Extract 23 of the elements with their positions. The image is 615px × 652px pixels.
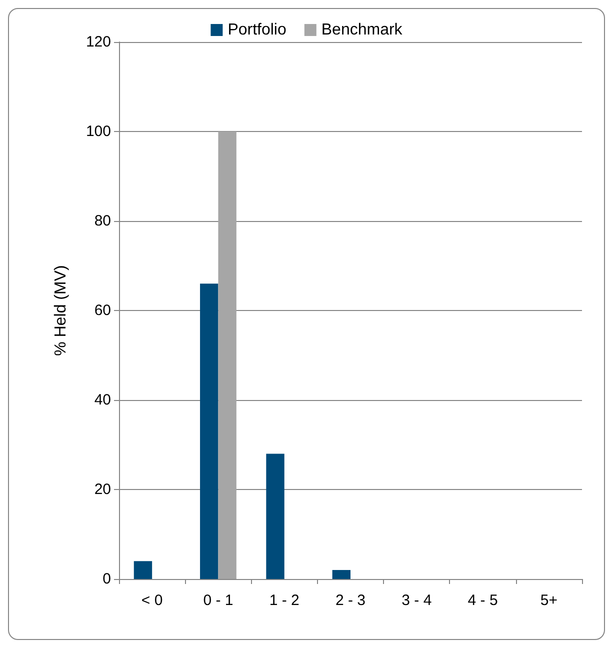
bar (134, 561, 152, 579)
legend-label: Benchmark (321, 22, 404, 38)
chart-frame: % Held (MV) 0 20 40 60 80 100 120 < 0 0 - 1 1 - 2 2 - 3 3 - 4 4 - 5 5+ Portfolio Benchmark (8, 8, 605, 640)
bar (200, 284, 218, 579)
x-tick-label: 5+ (540, 592, 558, 609)
y-tick-label: 0 (102, 570, 111, 588)
x-tick-label: < 0 (141, 592, 163, 609)
y-tick-label: 120 (86, 34, 111, 50)
x-tick-label: 2 - 3 (335, 592, 366, 609)
x-tick-label: 4 - 5 (468, 592, 498, 609)
y-axis-title: % Held (MV) (52, 265, 70, 356)
y-tick-label: 60 (94, 302, 111, 319)
bar (266, 454, 284, 579)
x-tick-label: 3 - 4 (402, 592, 432, 609)
bar (332, 570, 350, 579)
legend-label: Portfolio (228, 22, 286, 38)
x-tick-label: 1 - 2 (269, 592, 300, 609)
y-tick-label: 80 (94, 212, 111, 230)
x-tick-label: 0 - 1 (203, 592, 234, 609)
bar (218, 132, 236, 579)
y-tick-label: 100 (86, 123, 111, 140)
y-tick-label: 40 (94, 392, 111, 408)
y-tick-label: 20 (94, 481, 111, 498)
